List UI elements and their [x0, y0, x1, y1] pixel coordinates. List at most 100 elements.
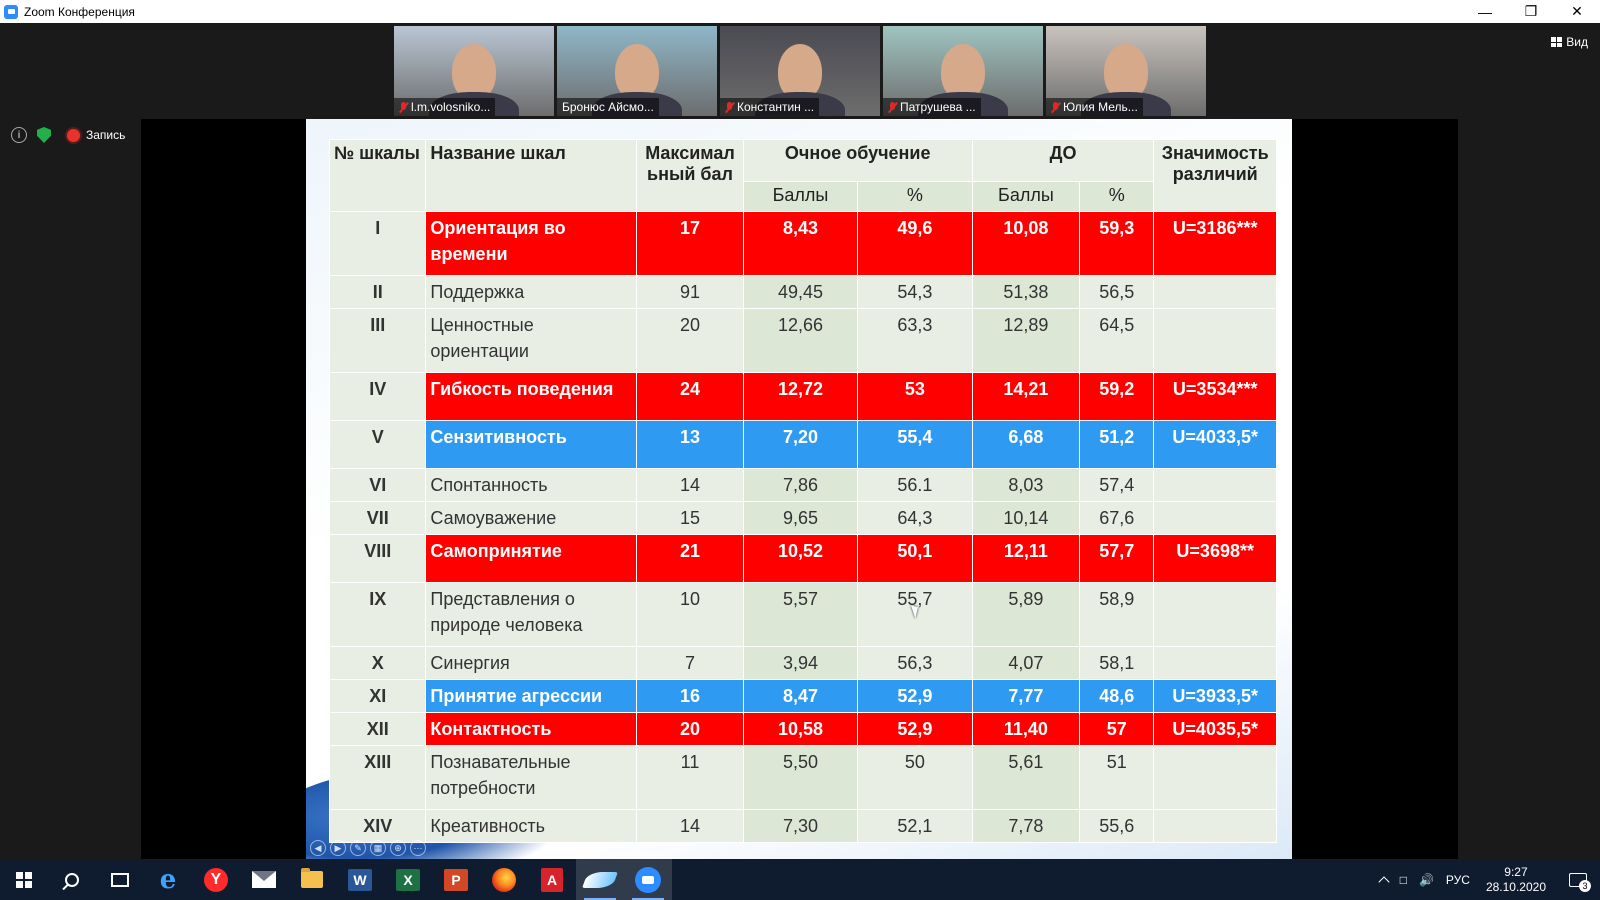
cell-max-score: 17: [636, 211, 744, 276]
table-row: XIII Познавательные потребности 11 5,50 50 5,…: [328, 745, 1277, 810]
notifications-button[interactable]: 3: [1556, 859, 1600, 900]
table-row: VIII Самопринятие 21 10,52 50,1 12,11 57,7 U=36…: [328, 534, 1277, 583]
yandex-button[interactable]: Y: [192, 859, 240, 900]
language-indicator[interactable]: РУС: [1445, 872, 1470, 887]
header-ft-points: Баллы: [742, 181, 859, 212]
recording-indicator[interactable]: Запись: [67, 128, 125, 142]
firefox-button[interactable]: [480, 859, 528, 900]
prev-slide-icon[interactable]: ◀: [310, 840, 326, 856]
window-title: Zoom Конференция: [24, 4, 135, 19]
title-bar: Zoom Конференция — ❐ ✕: [0, 0, 1600, 23]
zoom-in-icon[interactable]: ⊕: [390, 840, 406, 856]
cell-ft-percent: 52,1: [857, 809, 973, 843]
cell-scale-name: Креативность: [425, 809, 638, 843]
tray-overflow-button[interactable]: [1374, 873, 1394, 888]
restore-button[interactable]: ❐: [1524, 3, 1538, 19]
chevron-up-icon: [1378, 876, 1390, 888]
app-button[interactable]: [576, 859, 624, 900]
cell-ft-percent: 49,6: [857, 211, 973, 276]
minimize-button[interactable]: —: [1478, 3, 1492, 20]
cell-do-points: 5,89: [971, 582, 1081, 647]
record-icon: [67, 128, 80, 142]
excel-button[interactable]: X: [384, 859, 432, 900]
cell-max-score: 10: [636, 582, 744, 647]
volume-button[interactable]: 🔊: [1413, 873, 1440, 887]
pen-icon[interactable]: ✎: [350, 840, 366, 856]
explorer-button[interactable]: [288, 859, 336, 900]
cell-significance: U=4033,5*: [1153, 420, 1277, 469]
participant-name: Константин ...: [720, 98, 820, 116]
close-button[interactable]: ✕: [1571, 3, 1583, 19]
app-icon: [582, 871, 618, 888]
shield-icon[interactable]: [37, 127, 51, 143]
network-icon: □: [1399, 872, 1407, 887]
zoom-app-icon: [4, 4, 18, 19]
mic-muted-icon: [888, 101, 897, 113]
cell-ft-percent: 64,3: [857, 501, 973, 535]
table-row: V Сензитивность 13 7,20 55,4 6,68 51,2 U=4033,5…: [328, 420, 1277, 469]
cell-ft-percent: 55,4: [857, 420, 973, 469]
cell-do-points: 8,03: [971, 468, 1081, 502]
more-icon[interactable]: ⋯: [410, 840, 426, 856]
cell-do-percent: 59,3: [1079, 211, 1155, 276]
edge-icon: e: [159, 864, 177, 895]
grid-view-icon: [1551, 37, 1563, 47]
meeting-area: l.m.volosniko... Бронюс Айсмо... Константи…: [0, 23, 1600, 859]
cell-do-percent: 48,6: [1079, 679, 1155, 713]
cell-do-percent: 67,6: [1079, 501, 1155, 535]
task-view-button[interactable]: [96, 859, 144, 900]
clock[interactable]: 9:27 28.10.2020: [1476, 865, 1556, 895]
next-slide-icon[interactable]: ▶: [330, 840, 346, 856]
network-button[interactable]: □: [1394, 873, 1413, 887]
cell-do-percent: 64,5: [1079, 308, 1155, 373]
mic-muted-icon: [1051, 101, 1060, 113]
participant-name: Юлия Мель...: [1046, 98, 1143, 116]
cell-do-points: 4,07: [971, 646, 1081, 680]
slides-icon[interactable]: ▦: [370, 840, 386, 856]
powerpoint-button[interactable]: P: [432, 859, 480, 900]
cell-max-score: 21: [636, 534, 744, 583]
yandex-browser-icon: Y: [204, 867, 228, 892]
excel-icon: X: [396, 868, 420, 891]
cell-significance: U=3186***: [1153, 211, 1277, 276]
cell-do-points: 12,89: [971, 308, 1081, 373]
edge-button[interactable]: e: [144, 859, 192, 900]
acrobat-button[interactable]: A: [528, 859, 576, 900]
participant-tile[interactable]: Бронюс Айсмо...: [557, 26, 717, 116]
participant-name: Патрушева ...: [883, 98, 981, 116]
cell-do-points: 14,21: [971, 372, 1081, 421]
file-explorer-icon: [301, 868, 323, 888]
cell-significance: [1153, 745, 1277, 810]
cell-scale-no: XIV: [328, 809, 427, 843]
cell-significance: [1153, 275, 1277, 309]
cell-significance: [1153, 468, 1277, 502]
cell-ft-points: 49,45: [742, 275, 859, 309]
cell-ft-percent: 52,9: [857, 712, 973, 746]
participant-tile[interactable]: Патрушева ...: [883, 26, 1043, 116]
cell-do-points: 11,40: [971, 712, 1081, 746]
cell-scale-no: IX: [328, 582, 427, 647]
participant-tile[interactable]: l.m.volosniko...: [394, 26, 554, 116]
participant-tile[interactable]: Константин ...: [720, 26, 880, 116]
cell-ft-points: 10,52: [742, 534, 859, 583]
clock-time: 9:27: [1504, 864, 1528, 879]
cell-do-points: 10,14: [971, 501, 1081, 535]
cell-scale-no: XII: [328, 712, 427, 746]
cell-significance: [1153, 308, 1277, 373]
cell-do-percent: 57,4: [1079, 468, 1155, 502]
participant-tile[interactable]: Юлия Мель...: [1046, 26, 1206, 116]
info-icon[interactable]: i: [11, 127, 27, 143]
zoom-taskbar-button[interactable]: [624, 859, 672, 900]
cell-significance: [1153, 809, 1277, 843]
mail-button[interactable]: [240, 859, 288, 900]
view-button[interactable]: Вид: [1551, 35, 1588, 49]
search-button[interactable]: [48, 859, 96, 900]
table-row: IX Представления о природе человека 10 5,57…: [328, 582, 1277, 647]
start-button[interactable]: [0, 859, 48, 900]
cell-ft-percent: 53: [857, 372, 973, 421]
cell-max-score: 13: [636, 420, 744, 469]
header-scale-no: № шкалы: [328, 139, 427, 212]
header-ft-percent: %: [857, 181, 973, 212]
notification-icon: [1569, 872, 1587, 887]
word-button[interactable]: W: [336, 859, 384, 900]
